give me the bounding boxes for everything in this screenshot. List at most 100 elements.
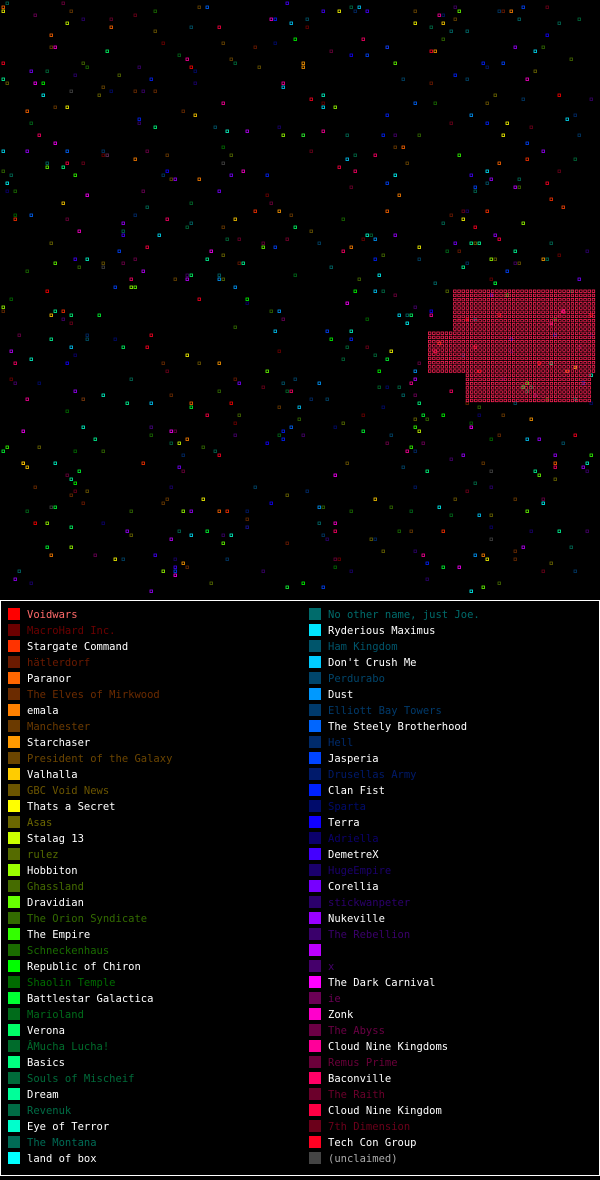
legend-label: Baconville	[328, 1073, 391, 1085]
legend-swatch	[309, 848, 321, 860]
territory-cell	[427, 335, 432, 340]
territory-cell	[503, 390, 507, 394]
territory-cell	[575, 318, 579, 323]
territory-cell	[474, 360, 478, 365]
territory-cell	[524, 369, 528, 373]
map-cell	[61, 165, 65, 169]
map-cell	[461, 453, 465, 457]
territory-cell	[482, 331, 486, 335]
map-cell	[441, 529, 445, 533]
territory-cell	[465, 373, 470, 377]
map-cell	[301, 61, 305, 65]
map-cell	[489, 513, 493, 517]
territory-cell	[448, 365, 453, 369]
map-cell	[77, 469, 81, 473]
territory-cell	[495, 373, 499, 377]
territory-cell	[554, 327, 558, 331]
map-cell	[585, 461, 589, 465]
map-cell	[469, 241, 473, 245]
map-cell	[141, 189, 145, 193]
legend-swatch	[309, 1152, 321, 1164]
territory-cell	[499, 335, 503, 340]
territory-cell	[478, 394, 482, 398]
map-cell	[441, 37, 445, 41]
map-cell	[101, 393, 105, 397]
map-cell	[185, 57, 189, 61]
territory-cell	[499, 297, 503, 302]
territory-cell	[549, 369, 554, 373]
map-cell	[217, 277, 221, 281]
territory-cell	[562, 306, 566, 310]
territory-cell	[461, 323, 465, 327]
territory-cell	[558, 377, 562, 382]
territory-cell	[537, 331, 541, 335]
map-cell	[45, 289, 49, 293]
territory-cell	[533, 398, 537, 403]
territory-cell	[490, 394, 495, 398]
map-cell	[277, 349, 281, 353]
territory-cell	[478, 369, 482, 373]
territory-cell	[440, 348, 444, 352]
map-cell	[241, 169, 245, 173]
map-cell	[385, 181, 389, 185]
map-cell	[413, 425, 417, 429]
map-cell	[233, 61, 237, 65]
map-cell	[145, 205, 149, 209]
map-cell	[221, 225, 225, 229]
map-cell	[189, 273, 193, 277]
map-cell	[333, 557, 337, 561]
map-cell	[397, 193, 401, 197]
territory-cell	[533, 394, 537, 398]
territory-cell	[512, 377, 516, 382]
map-cell	[489, 485, 493, 489]
territory-cell	[444, 348, 449, 352]
map-cell	[237, 261, 241, 265]
territory-cell	[537, 360, 541, 365]
legend-swatch	[8, 736, 20, 748]
territory-cell	[549, 386, 554, 390]
territory-cell	[478, 390, 482, 394]
map-cell	[49, 313, 53, 317]
territory-cell	[486, 289, 491, 293]
legend-label: Manchester	[27, 721, 90, 733]
territory-cell	[503, 310, 507, 314]
map-cell	[489, 437, 493, 441]
map-cell	[353, 9, 357, 13]
legend-label: MacroHard Inc.	[27, 625, 116, 637]
territory-cell	[520, 302, 524, 306]
territory-cell	[499, 390, 503, 394]
territory-cell	[499, 369, 503, 373]
territory-cell	[486, 297, 491, 302]
territory-cell	[516, 344, 520, 348]
map-cell	[565, 117, 569, 121]
map-cell	[345, 133, 349, 137]
legend-swatch	[8, 1120, 20, 1132]
territory-cell	[469, 306, 474, 310]
map-cell	[1, 5, 5, 9]
map-cell	[413, 377, 417, 381]
territory-cell	[554, 310, 558, 314]
legend-label: Hobbiton	[27, 865, 78, 877]
map-cell	[449, 457, 453, 461]
territory-cell	[503, 356, 507, 361]
territory-cell	[482, 394, 486, 398]
map-cell	[161, 361, 165, 365]
territory-cell	[440, 356, 444, 361]
territory-cell	[537, 352, 541, 356]
territory-cell	[549, 348, 554, 352]
map-cell	[49, 553, 53, 557]
map-cell	[417, 361, 421, 365]
territory-cell	[533, 302, 537, 306]
map-cell	[349, 53, 353, 57]
legend-label: land of box	[27, 1153, 97, 1165]
territory-cell	[499, 327, 503, 331]
territory-cell	[512, 297, 516, 302]
territory-cell	[516, 327, 520, 331]
map-cell	[305, 489, 309, 493]
map-cell	[109, 17, 113, 21]
map-cell	[49, 505, 53, 509]
territory-cell	[465, 306, 470, 310]
territory-cell	[512, 306, 516, 310]
map-cell	[425, 417, 429, 421]
territory-cell	[524, 398, 528, 403]
